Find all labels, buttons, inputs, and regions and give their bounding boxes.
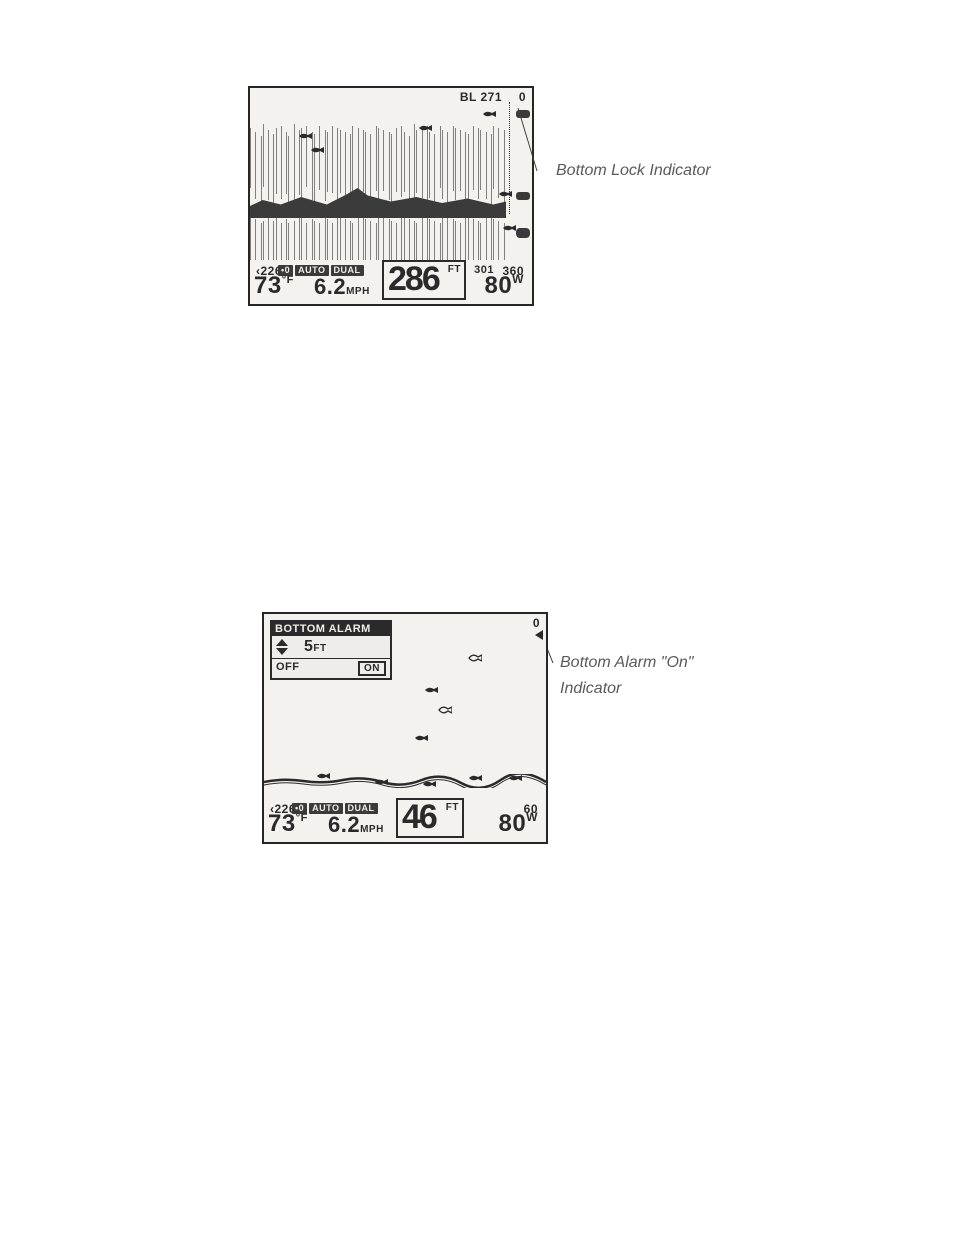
surface-temp: 73°F [254,272,294,300]
bottom-alarm-menu[interactable]: BOTTOM ALARM 5FT OFF ON [270,620,392,680]
fish-icon [414,734,428,742]
callout-bottom-lock: Bottom Lock Indicator [556,162,711,180]
sonar-screen-bottom-lock: BL 271 0 ‹226 •0 AUTO DUAL 73°F 6.2MPH 2… [248,86,534,306]
water-temp: 80W [484,272,524,300]
fish-icon [468,650,482,660]
fish-icon [502,224,516,232]
depth-readout: 286 FT [382,260,466,300]
fish-icon [418,124,432,132]
callout-bottom-alarm-1: Bottom Alarm "On" [560,654,693,672]
fish-icon [424,686,438,694]
callout-bottom-alarm-2: Indicator [560,680,621,698]
fish-icon [438,702,452,712]
bottom-trace [264,774,546,788]
on-label[interactable]: ON [358,661,386,676]
sonar-screen-bottom-alarm: 0 BOTTOM ALARM 5FT OFF ON ‹226 •0 [262,612,548,844]
depth-readout: 46 FT [396,798,464,838]
fish-icon [498,190,512,198]
arrow-down-icon[interactable] [276,648,288,655]
bl-reading: BL 271 [460,90,502,104]
fish-icon [482,110,496,118]
scale-echo [516,228,530,238]
depth-scale [506,88,532,260]
value-arrows[interactable] [276,639,288,655]
status-row: ‹226 •0 AUTO DUAL 73°F 6.2MPH 46 FT 60 8… [268,798,542,838]
sonar-noise-lower [250,203,506,260]
speed-readout: 6.2MPH [314,274,370,300]
arrow-up-icon[interactable] [276,639,288,646]
depth-scale-zero: 0 [533,616,540,630]
menu-value-row: 5FT [272,636,390,658]
water-temp: 80W [498,810,538,838]
fish-icon [310,146,324,154]
alarm-value: 5FT [304,638,327,656]
surface-temp: 73°F [268,810,308,838]
fish-icon [298,132,312,140]
status-row: ‹226 •0 AUTO DUAL 73°F 6.2MPH 286 FT 301… [254,260,528,300]
menu-onoff-row: OFF ON [272,658,390,678]
speed-readout: 6.2MPH [328,812,384,838]
bottom-alarm-indicator [535,630,543,640]
scale-echo [516,192,530,200]
off-label[interactable]: OFF [276,661,300,676]
scale-echo [516,110,530,118]
menu-title: BOTTOM ALARM [272,622,390,636]
